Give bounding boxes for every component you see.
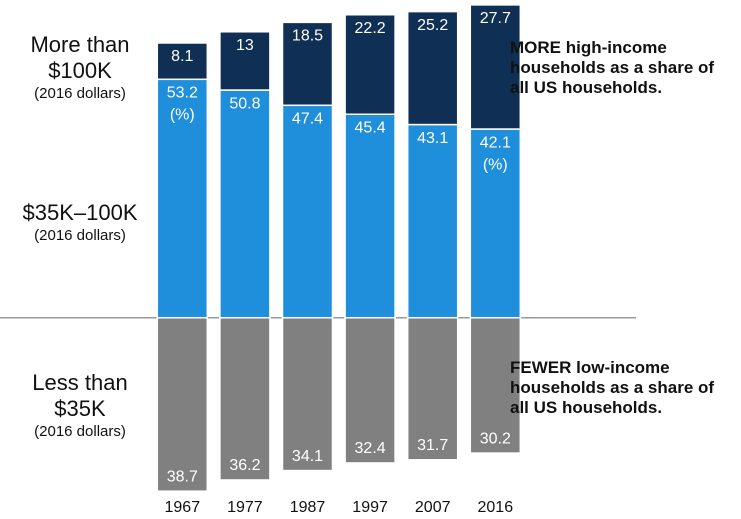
bar-segment [344,113,396,319]
bar-segment [281,316,334,472]
value-label: 30.2 [480,430,511,447]
series-note: (2016 dollars) [34,227,126,244]
value-label: 18.5 [292,28,323,45]
value-label: 13 [236,37,254,54]
value-label: 8.1 [171,48,193,65]
x-tick-label: 1997 [352,499,388,516]
x-tick-label: 1977 [227,499,263,516]
value-label: 47.4 [292,111,323,128]
value-label: 27.7 [480,10,511,27]
bar-segment [469,4,522,130]
unit-label: (%) [170,107,195,124]
value-label: 34.1 [292,448,323,465]
value-label: 36.2 [229,457,260,474]
unit-label: (%) [483,156,508,173]
bar-segment [156,42,209,81]
value-label: 43.1 [417,130,448,147]
series-note: (2016 dollars) [34,423,126,440]
x-tick-label: 2007 [415,499,451,516]
value-label: 25.2 [417,17,448,34]
series-note: (2016 dollars) [34,85,126,102]
bar-segment [219,31,271,91]
annotation: FEWER low-income households as a share o… [510,358,715,417]
x-tick-label: 2016 [478,499,514,516]
series-name: Less than $35K [32,370,128,421]
bar-segment [406,123,459,319]
value-label: 31.7 [417,437,448,454]
series-name: $35K–100K [22,200,138,225]
value-label: 38.7 [167,468,198,485]
x-tick-label: 1987 [290,499,326,516]
bar-segment [469,128,522,319]
value-label: 42.1 [480,134,511,151]
value-label: 50.8 [229,95,260,112]
bar-segment [344,14,396,116]
series-name: More than $100K [30,32,130,83]
value-label: 22.2 [355,20,386,37]
value-label: 32.4 [355,440,386,457]
bar-segment [281,104,334,319]
value-label: 45.4 [355,119,386,136]
bar-segment [406,10,459,126]
bar-segment [406,316,459,461]
x-tick-label: 1967 [165,499,201,516]
bar-segment [156,316,209,492]
value-label: 53.2 [167,85,198,102]
annotation: MORE high-income households as a share o… [510,38,715,97]
bar-segment [469,316,522,454]
bar-segment [219,316,271,481]
series-label: $35K–100K (2016 dollars) [0,200,160,246]
series-label: More than $100K (2016 dollars) [10,32,150,104]
bar-segment [219,89,271,319]
bar-segment [344,316,396,464]
bar-segment [281,21,334,107]
series-label: Less than $35K (2016 dollars) [15,370,145,442]
